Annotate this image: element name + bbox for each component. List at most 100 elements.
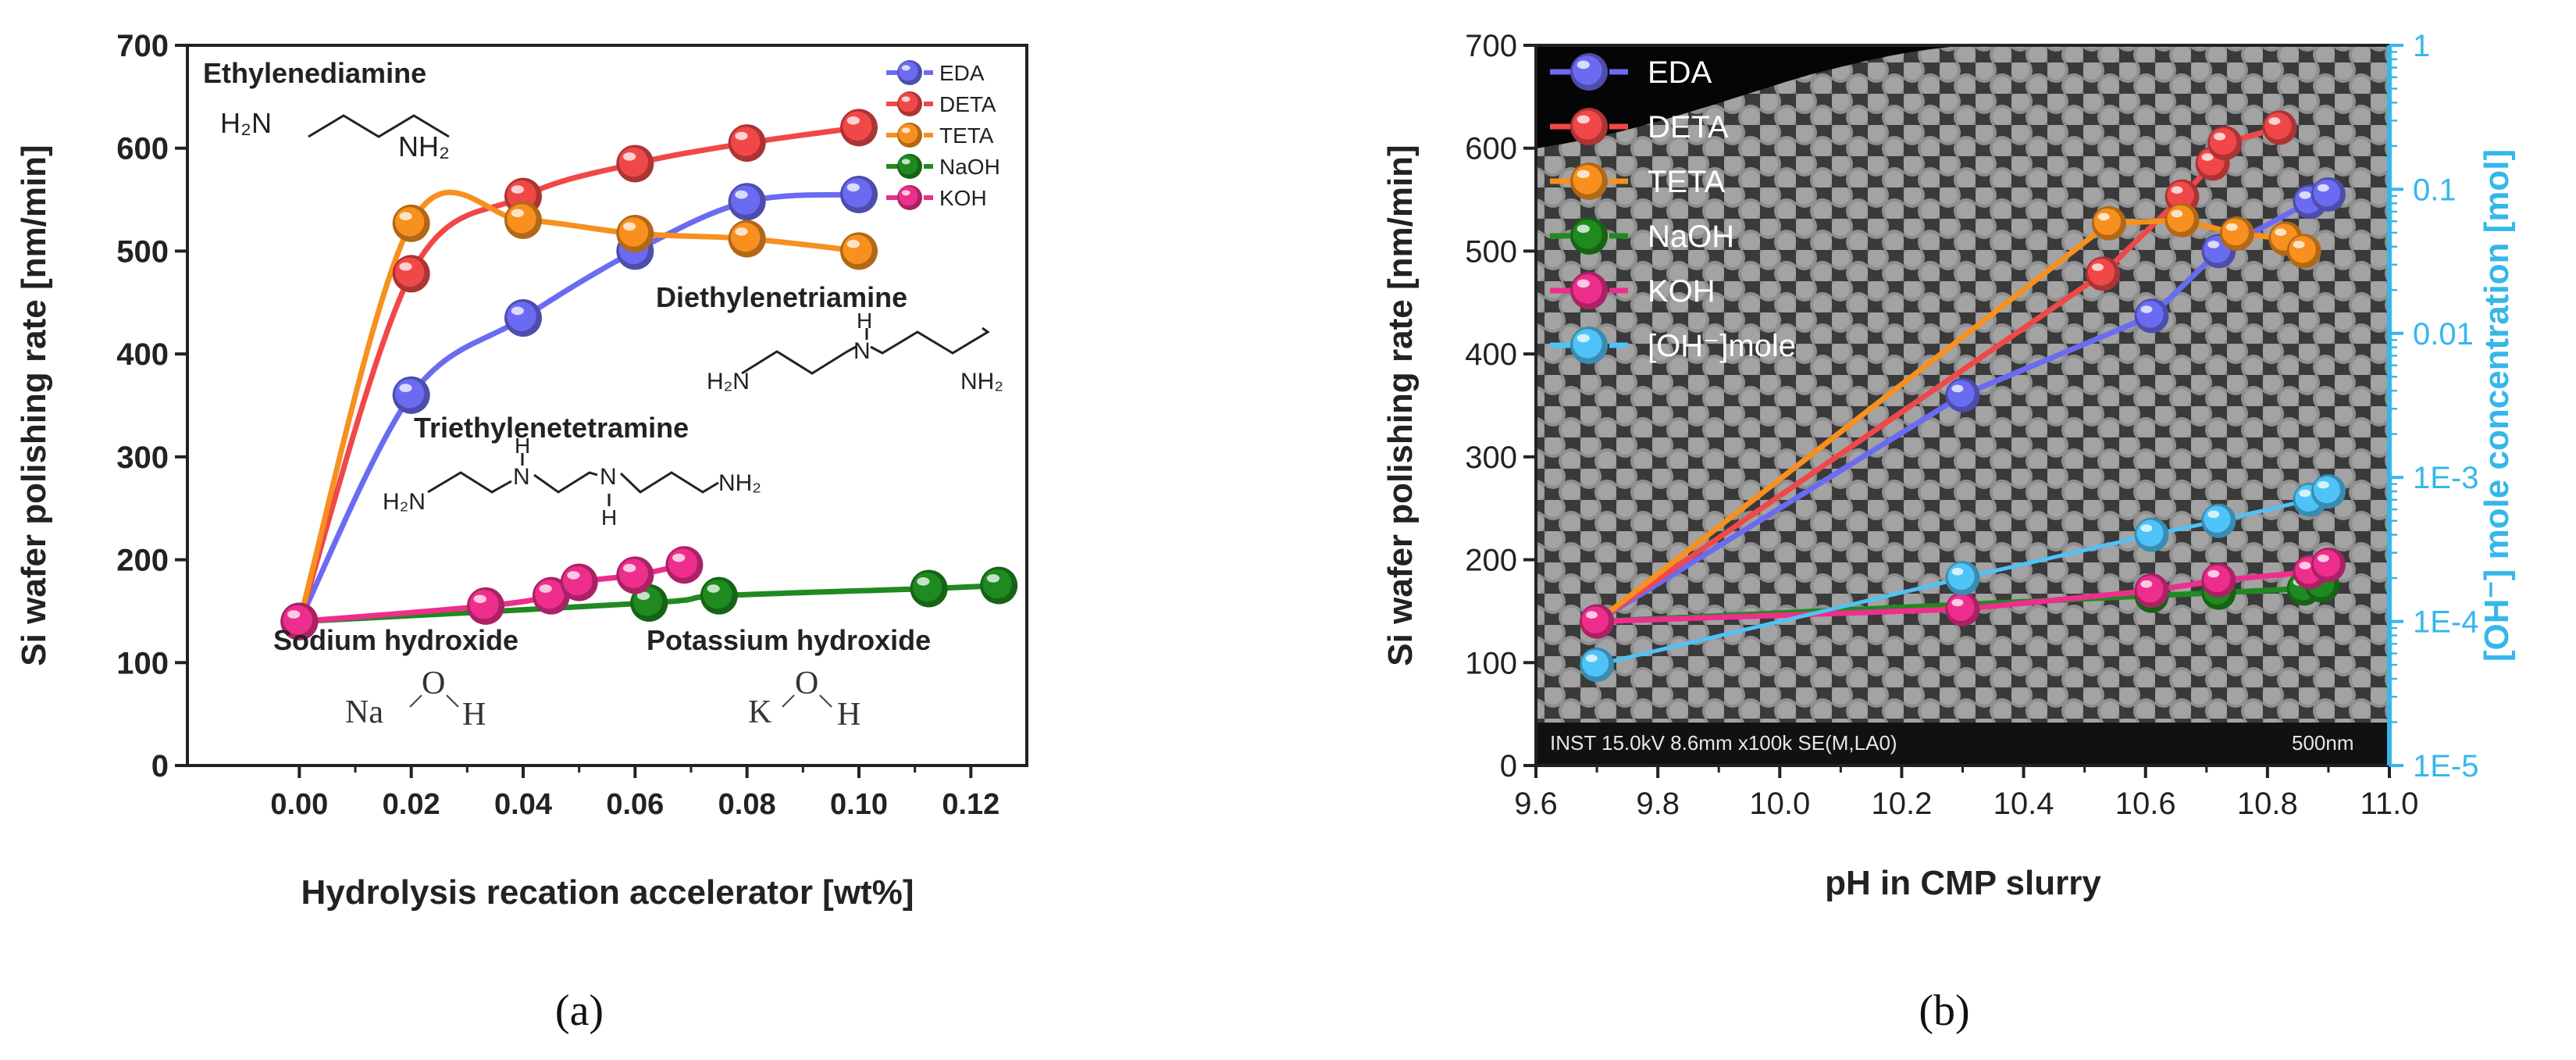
b-point-teta-shine xyxy=(2225,223,2238,231)
b-point-ohmole xyxy=(2134,517,2169,552)
naoh-na: Na xyxy=(345,694,383,730)
b-point-teta xyxy=(2219,216,2254,252)
b-legend-marker-koh xyxy=(1570,272,1608,309)
naoh-o: O xyxy=(422,666,445,701)
a-legend-marker-koh xyxy=(897,185,922,210)
a-point-koh-shine xyxy=(473,594,486,604)
b-legend-marker-ohmole xyxy=(1570,327,1608,364)
a-legend-marker-eda-shine xyxy=(901,65,910,71)
a-legend-label-teta: TETA xyxy=(939,123,994,148)
a-point-teta xyxy=(616,215,654,253)
label-triethylenetetramine: Triethylenetetramine xyxy=(414,412,689,444)
a-legend-label-koh: KOH xyxy=(939,186,987,210)
a-x-tick-label: 0.02 xyxy=(383,788,440,821)
b-legend-label-naoh: NaOH xyxy=(1648,219,1734,254)
a-point-deta-body xyxy=(843,111,872,141)
a-point-koh-shine xyxy=(539,584,552,593)
b-point-ohmole-shine xyxy=(2299,489,2311,498)
a-legend-marker-naoh xyxy=(897,154,922,179)
b-point-teta-body xyxy=(2167,205,2194,233)
a-legend-marker-deta-body xyxy=(898,92,918,112)
a-point-eda xyxy=(728,183,766,221)
b-point-koh-shine xyxy=(2140,580,2153,588)
a-point-teta xyxy=(504,201,542,239)
a-point-koh xyxy=(532,576,570,615)
b-point-deta-shine xyxy=(2201,153,2214,161)
b-point-deta-shine xyxy=(2171,186,2183,195)
a-point-koh xyxy=(616,556,654,594)
b-x-tick-label: 10.4 xyxy=(1993,787,2054,821)
b-point-ohmole-body xyxy=(2136,519,2164,547)
a-legend-marker-deta xyxy=(897,91,922,116)
b-y-tick-label: 400 xyxy=(1465,337,1517,372)
a-point-naoh-body xyxy=(912,572,942,602)
a-y-tick-label: 100 xyxy=(116,646,169,680)
b-point-ohmole xyxy=(2201,503,2236,538)
sem-scale-bar-label: 500nm xyxy=(2292,731,2354,755)
b-point-koh-shine xyxy=(1585,611,1598,619)
a-point-teta xyxy=(392,204,430,242)
b-right-tick-label: 1E-4 xyxy=(2413,605,2479,640)
a-point-eda-body xyxy=(507,302,536,331)
b-point-teta-shine xyxy=(2171,209,2183,218)
b-series xyxy=(1580,110,2346,683)
b-point-teta-body xyxy=(2221,218,2249,246)
b-point-eda-shine xyxy=(2140,305,2153,313)
b-y-tick-label: 600 xyxy=(1465,132,1517,166)
koh-structure xyxy=(782,694,832,708)
a-point-koh-shine xyxy=(672,553,686,562)
a-x-tick-label: 0.08 xyxy=(718,788,776,821)
a-point-deta-shine xyxy=(511,185,524,194)
b-point-teta xyxy=(2091,205,2126,241)
a-legend-marker-koh-shine xyxy=(901,190,910,196)
b-point-teta xyxy=(2286,234,2321,269)
b-point-ohmole-shine xyxy=(2140,524,2153,533)
b-point-koh-body xyxy=(1581,606,1609,634)
a-point-naoh xyxy=(910,569,948,608)
a-legend-marker-naoh-body xyxy=(898,155,918,175)
b-point-deta-body xyxy=(2264,112,2292,140)
a-legend-marker-deta-shine xyxy=(901,96,910,102)
a-line-eda xyxy=(296,191,862,625)
b-y-axis-title: Si wafer polishing rate [nm/min] xyxy=(1381,145,1420,666)
a-point-eda-shine xyxy=(735,190,748,199)
b-point-ohmole-shine xyxy=(1585,654,1598,662)
b-legend-marker-teta-shine xyxy=(1577,170,1590,179)
a-legend-marker-naoh-shine xyxy=(901,159,910,165)
b-y-tick-label: 200 xyxy=(1465,544,1517,578)
a-point-eda-body xyxy=(843,178,872,208)
a-point-naoh-body xyxy=(982,569,1012,599)
triethylenetetramine-structure xyxy=(427,453,719,506)
b-point-koh-body xyxy=(2136,575,2164,603)
a-panel-label: (a) xyxy=(555,987,604,1035)
a-point-teta-shine xyxy=(622,222,636,231)
a-y-tick-label: 300 xyxy=(116,441,169,475)
koh-h: H xyxy=(837,697,860,733)
a-point-teta-body xyxy=(618,217,649,247)
b-point-eda-body xyxy=(2313,179,2341,207)
a-point-eda-shine xyxy=(399,384,412,392)
a-point-koh-shine xyxy=(567,571,580,580)
b-legend-label-teta: TETA xyxy=(1648,165,1726,199)
b-point-eda-shine xyxy=(2207,241,2220,248)
a-legend-marker-koh-body xyxy=(898,186,918,206)
koh-o: O xyxy=(795,666,818,701)
b-legend-marker-teta xyxy=(1570,162,1608,200)
b-point-ohmole-body xyxy=(2313,476,2341,504)
b-legend-marker-koh-shine xyxy=(1577,279,1590,288)
a-y-tick-label: 0 xyxy=(151,749,169,783)
a-plot-frame xyxy=(186,44,1028,767)
b-legend-marker-deta-shine xyxy=(1577,115,1590,124)
a-x-tick-label: 0.12 xyxy=(942,788,999,821)
b-point-koh xyxy=(1580,604,1615,639)
b-legend-label-eda: EDA xyxy=(1648,55,1712,90)
a-point-eda-body xyxy=(394,379,425,409)
a-point-teta-shine xyxy=(735,227,748,236)
naoh-h: H xyxy=(462,697,486,733)
deta-nh2: NH₂ xyxy=(960,369,1003,394)
a-point-teta-shine xyxy=(399,212,412,221)
a-legend-label-naoh: NaOH xyxy=(939,155,1000,179)
a-point-koh-shine xyxy=(622,563,636,573)
b-x-tick-label: 10.0 xyxy=(1749,787,1810,821)
b-x-tick-label: 11.0 xyxy=(2360,787,2419,821)
